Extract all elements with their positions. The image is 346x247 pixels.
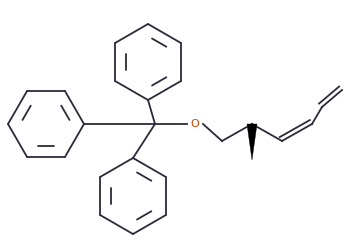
Polygon shape — [247, 124, 257, 160]
Text: O: O — [191, 119, 199, 129]
